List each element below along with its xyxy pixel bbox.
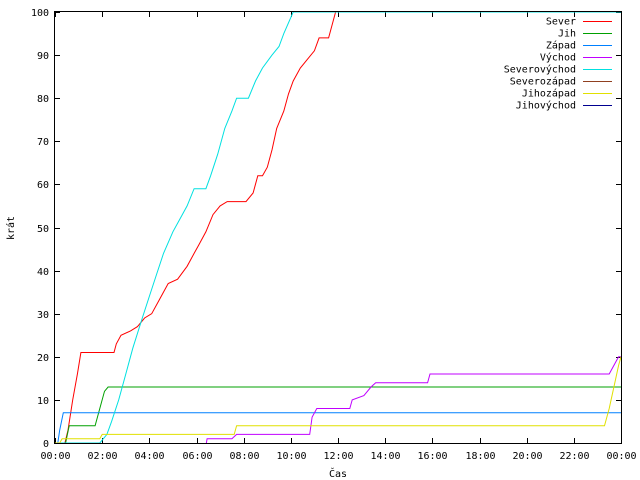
x-tick-label: 00:00 — [40, 451, 70, 462]
y-tick-label: 50 — [37, 224, 49, 235]
series-line-5 — [55, 12, 621, 443]
plot-frame — [54, 11, 622, 444]
y-tick-label: 70 — [37, 137, 49, 148]
y-tick-label: 20 — [37, 353, 49, 364]
x-tick-label: 10:00 — [276, 451, 306, 462]
legend-label: Jihozápad — [522, 88, 576, 100]
y-axis-label: krát — [5, 216, 17, 240]
series-line-7 — [55, 356, 621, 443]
x-tick-label: 04:00 — [134, 451, 164, 462]
legend-label: Západ — [546, 40, 576, 52]
legend-label: Jihovýchod — [516, 100, 576, 112]
series-line-1 — [55, 12, 621, 443]
x-tick-label: 02:00 — [87, 451, 117, 462]
legend-label: Východ — [540, 52, 576, 64]
y-tick-label: 40 — [37, 267, 49, 278]
y-tick-label: 100 — [31, 8, 49, 19]
x-axis-label: Čas — [329, 467, 347, 480]
y-tick-label: 10 — [37, 396, 49, 407]
x-tick-label: 22:00 — [559, 451, 589, 462]
legend-label: Severovýchod — [504, 64, 576, 76]
series-lines — [55, 12, 621, 443]
series-line-2 — [55, 386, 621, 443]
y-tick-label: 60 — [37, 180, 49, 191]
legend-label: Jih — [558, 29, 576, 40]
series-line-4 — [205, 356, 621, 443]
x-tick-label: 18:00 — [465, 451, 495, 462]
x-tick-label: 08:00 — [229, 451, 259, 462]
x-tick-label: 12:00 — [323, 451, 353, 462]
x-tick-label: 14:00 — [370, 451, 400, 462]
series-line-3 — [55, 412, 621, 443]
y-tick-label: 30 — [37, 310, 49, 321]
y-tick-label: 0 — [43, 439, 49, 450]
legend: SeverJihZápadVýchodSeverovýchodSeverozáp… — [504, 17, 612, 112]
x-tick-label: 00:00 — [606, 451, 636, 462]
legend-label: Severozápad — [510, 76, 576, 88]
x-tick-label: 16:00 — [417, 451, 447, 462]
x-tick-label: 06:00 — [182, 451, 212, 462]
y-tick-label: 80 — [37, 94, 49, 105]
x-tick-label: 20:00 — [512, 451, 542, 462]
y-tick-label: 90 — [37, 51, 49, 62]
legend-label: Sever — [546, 17, 576, 28]
tick-labels: 0 10 20 30 40 50 60 70 80 90 100 00:00 02:00 04:00 06:… — [31, 8, 637, 462]
